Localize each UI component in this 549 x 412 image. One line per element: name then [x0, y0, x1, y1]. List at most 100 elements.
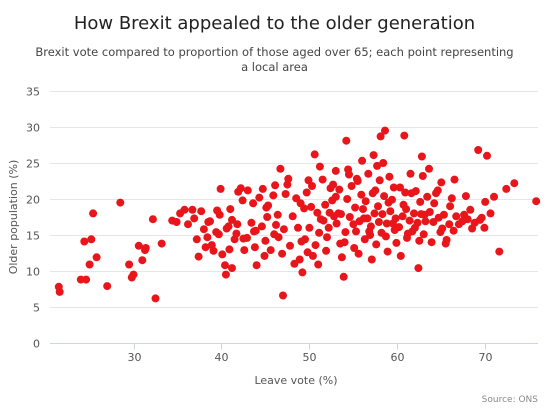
data-point: [184, 220, 192, 229]
data-point: [341, 228, 350, 237]
data-point: [374, 202, 382, 211]
data-point: [411, 187, 420, 196]
data-point: [321, 200, 330, 209]
data-point: [390, 226, 399, 234]
x-tick-label: 60: [391, 351, 405, 364]
data-point: [385, 172, 394, 181]
data-point: [399, 200, 408, 209]
x-tick-label: 70: [479, 351, 493, 364]
data-point: [116, 198, 125, 207]
data-point: [423, 192, 432, 201]
data-point: [315, 228, 324, 237]
data-point: [351, 203, 360, 212]
data-point: [483, 151, 491, 160]
data-point: [197, 207, 206, 216]
data-point: [271, 181, 280, 190]
data-point: [415, 236, 424, 245]
data-point: [352, 227, 360, 236]
data-point: [447, 194, 456, 203]
data-point: [250, 243, 259, 252]
data-point: [55, 287, 64, 296]
data-point: [251, 226, 260, 235]
data-point: [322, 246, 331, 255]
data-point: [215, 210, 224, 219]
data-point: [345, 213, 354, 221]
data-point: [372, 240, 381, 249]
y-tick-label: 20: [26, 194, 40, 207]
data-point: [490, 192, 498, 201]
data-point: [218, 250, 227, 259]
data-point: [406, 169, 415, 178]
data-point: [413, 218, 422, 227]
data-point: [225, 245, 234, 254]
data-point: [148, 215, 157, 224]
data-point: [261, 236, 270, 245]
data-point: [232, 229, 241, 238]
data-point: [290, 259, 299, 268]
data-point: [381, 126, 389, 135]
data-point: [425, 164, 433, 173]
data-point: [255, 193, 264, 202]
data-point: [157, 239, 166, 248]
chart-subtitle-line-1: Brexit vote compared to proportion of th…: [35, 45, 513, 59]
data-point: [452, 212, 461, 221]
data-point: [414, 264, 423, 273]
axes: 0 5 10 15 20 25 30 35 30 40 50 60 70: [26, 86, 538, 364]
data-point: [168, 216, 177, 225]
data-point: [319, 216, 328, 225]
data-point: [269, 191, 278, 200]
data-point: [221, 261, 229, 270]
data-point: [427, 238, 436, 247]
data-point: [449, 226, 458, 235]
data-point: [510, 179, 519, 188]
data-point: [326, 184, 335, 193]
y-axis-label: Older population (%): [7, 160, 20, 275]
data-point: [318, 175, 327, 184]
data-point: [391, 214, 400, 223]
data-point: [340, 238, 349, 247]
data-point: [302, 188, 311, 197]
y-tick-label: 35: [26, 86, 40, 99]
data-point: [87, 235, 96, 244]
data-point: [323, 233, 331, 242]
data-point: [297, 237, 306, 246]
data-point: [392, 238, 401, 247]
data-point: [249, 199, 258, 208]
data-point: [188, 205, 197, 214]
data-point: [129, 270, 138, 279]
data-point: [364, 169, 373, 178]
data-point: [192, 235, 201, 244]
data-point: [298, 268, 307, 277]
data-point: [417, 152, 426, 161]
data-point: [240, 246, 249, 255]
data-point: [486, 209, 495, 218]
data-point: [347, 182, 356, 190]
y-tick-label: 30: [26, 122, 40, 135]
data-point: [226, 205, 235, 214]
data-point: [339, 272, 348, 281]
data-point: [212, 228, 221, 237]
data-point: [532, 197, 541, 206]
data-point: [199, 225, 208, 234]
data-point: [300, 204, 309, 213]
data-point: [432, 189, 440, 198]
data-point: [382, 219, 391, 228]
data-point: [446, 202, 455, 211]
data-point: [315, 162, 324, 171]
data-point: [194, 252, 203, 261]
data-point: [380, 192, 389, 201]
data-point: [416, 197, 425, 206]
y-tick-label: 0: [33, 338, 40, 351]
data-point: [367, 255, 376, 264]
data-point: [279, 291, 287, 300]
data-point: [396, 183, 404, 192]
data-point: [190, 214, 199, 223]
data-point: [228, 215, 236, 224]
x-tick-label: 40: [215, 351, 229, 364]
data-point: [85, 260, 94, 269]
data-point: [266, 246, 275, 255]
y-tick-label: 25: [26, 158, 40, 171]
y-tick-label: 5: [33, 302, 40, 315]
data-point: [361, 197, 370, 206]
data-point: [221, 270, 230, 279]
